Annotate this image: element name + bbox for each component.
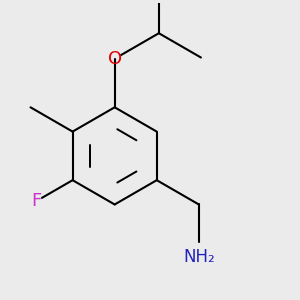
Text: F: F [32,192,42,210]
Text: NH₂: NH₂ [183,248,215,266]
Text: O: O [108,50,122,68]
